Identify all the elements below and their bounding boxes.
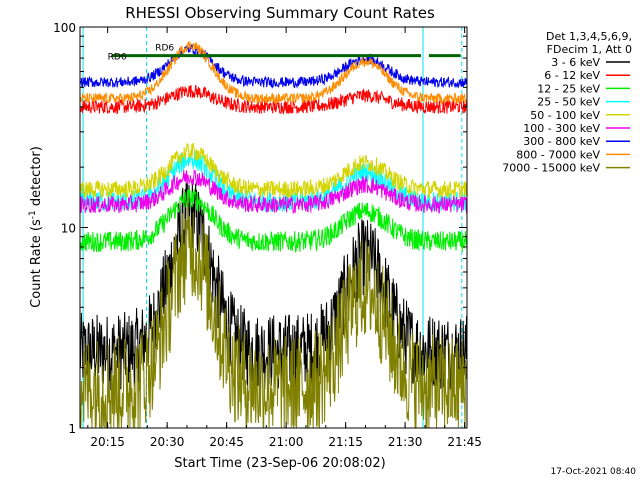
legend: Det 1,3,4,5,6,9,FDecim 1, Att 03 - 6 keV… [502, 30, 632, 175]
series-line [79, 179, 468, 393]
axes: 20:15 20:30 20:45 21:00 21:15 21:30 21:45 1 10 10… [53, 21, 482, 449]
series-line [79, 187, 468, 254]
x-axis-label: Start Time (23-Sep-06 20:08:02) [174, 456, 385, 471]
legend-label: 800 - 7000 keV [516, 148, 600, 161]
y-tick-label: 100 [53, 21, 76, 35]
legend-label: 6 - 12 keV [544, 69, 600, 82]
x-tick-label: 20:30 [150, 435, 185, 449]
series-line [79, 44, 468, 89]
timestamp: 17-Oct-2021 08:40 [551, 467, 637, 477]
legend-label: 100 - 300 keV [523, 122, 600, 135]
legend-label: 7000 - 15000 keV [502, 162, 600, 175]
x-tick-label: 21:30 [388, 435, 423, 449]
y-axis-label: Count Rate (s-1 detector) [28, 146, 44, 308]
x-tick-label: 21:45 [447, 435, 482, 449]
x-tick-label: 21:15 [328, 435, 363, 449]
x-tick-label: 20:45 [209, 435, 244, 449]
legend-label: 25 - 50 keV [537, 96, 600, 109]
plot-area: RD6 RD6 [79, 27, 468, 429]
x-tick-label: 21:00 [269, 435, 304, 449]
legend-label: 12 - 25 keV [537, 82, 600, 95]
x-tick-label: 20:15 [90, 435, 125, 449]
series-line [79, 142, 468, 200]
series-line [79, 197, 468, 429]
legend-label: 300 - 800 keV [523, 135, 600, 148]
y-tick-label: 1 [68, 422, 76, 436]
y-tick-label: 10 [61, 222, 76, 236]
chart-title: RHESSI Observing Summary Count Rates [125, 4, 435, 22]
attenuator-label: RD6 [108, 53, 127, 63]
legend-label: 50 - 100 keV [530, 109, 600, 122]
series-line [79, 41, 468, 106]
legend-header: FDecim 1, Att 0 [547, 43, 632, 56]
legend-header: Det 1,3,4,5,6,9, [546, 30, 632, 43]
legend-label: 3 - 6 keV [551, 56, 600, 69]
series-line [79, 169, 468, 215]
attenuator-label: RD6 [155, 43, 174, 53]
